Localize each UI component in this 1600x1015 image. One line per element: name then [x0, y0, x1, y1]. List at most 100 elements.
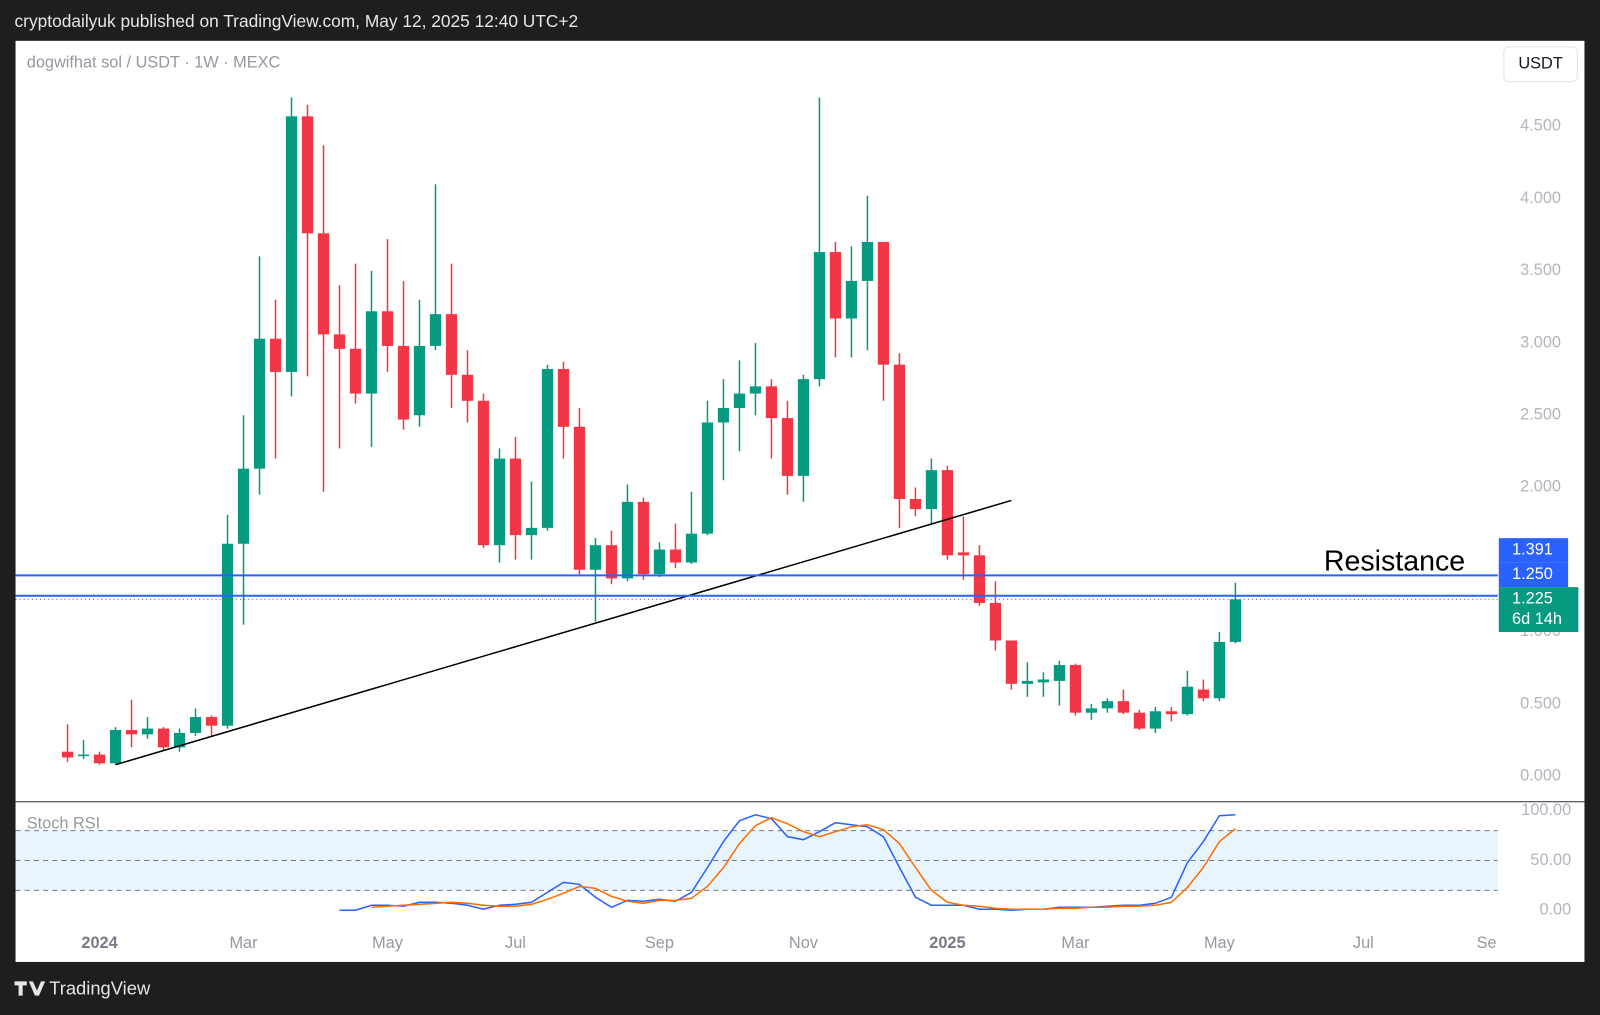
x-tick-label: 2025	[929, 934, 965, 952]
candle-body	[269, 338, 282, 372]
candle-body	[893, 364, 906, 499]
candle-body	[669, 549, 682, 563]
candle-body	[781, 418, 794, 476]
publish-info: cryptodailyuk published on TradingView.c…	[15, 11, 579, 31]
y-tick-label: 3.000	[1520, 333, 1561, 351]
candle-body	[1133, 712, 1146, 729]
candle-body	[941, 470, 954, 556]
candle-body	[381, 311, 394, 346]
candle-body	[413, 345, 426, 416]
y-tick-label: 2.500	[1520, 406, 1561, 424]
candle-body	[813, 252, 826, 380]
y-tick-label: 0.00	[1539, 901, 1571, 919]
candle-body	[621, 501, 634, 579]
y-tick-label: 0.000	[1520, 767, 1561, 785]
candle-body	[525, 527, 538, 536]
candle-body	[333, 334, 346, 349]
candle-body	[429, 314, 442, 346]
candle-body	[1181, 686, 1193, 715]
x-tick-label: Sep	[645, 934, 674, 952]
y-tick-label: 50.00	[1530, 851, 1571, 869]
y-tick-label: 4.000	[1520, 189, 1561, 207]
candle-body	[109, 730, 122, 764]
candle-body	[77, 754, 90, 757]
candle-body	[365, 311, 378, 394]
candle-body	[973, 555, 986, 603]
candle-body	[477, 400, 490, 546]
brand-logo	[14, 981, 46, 996]
y-tick-label: 3.500	[1520, 261, 1561, 279]
x-tick-label: May	[372, 934, 404, 952]
x-tick-label: Nov	[789, 934, 819, 952]
candle-body	[797, 379, 810, 476]
brand: TradingView	[14, 977, 151, 998]
candle-body	[573, 426, 586, 570]
x-tick-label: May	[1204, 934, 1236, 952]
candle-body	[205, 717, 218, 726]
candle-body	[989, 602, 1002, 641]
candle-body	[877, 241, 890, 365]
candle-body	[1165, 711, 1178, 715]
level-price-box	[1498, 538, 1569, 563]
candle-body	[1197, 689, 1209, 699]
currency-label[interactable]: USDT	[1518, 55, 1562, 73]
candle-body	[1149, 711, 1162, 729]
candle-body	[125, 730, 138, 735]
symbol-info: dogwifhat sol / USDT · 1W · MEXC	[27, 54, 281, 72]
candle-body	[845, 280, 858, 319]
y-tick-label: 4.500	[1520, 117, 1561, 135]
x-tick-label: Jul	[1353, 934, 1374, 952]
y-tick-label: 100.00	[1521, 801, 1571, 819]
candle-body	[701, 422, 714, 534]
level-price-box	[1498, 562, 1569, 588]
candle-body	[445, 314, 458, 375]
last-price-label: 1.225	[1512, 590, 1553, 608]
candle-body	[1085, 708, 1098, 713]
candle-body	[317, 233, 330, 335]
candle-body	[685, 533, 698, 563]
candle-body	[557, 369, 570, 427]
candle-body	[925, 470, 938, 510]
level-price-label: 1.250	[1512, 565, 1553, 583]
candle-body	[285, 116, 298, 372]
x-tick-label: Jul	[505, 934, 526, 952]
candle-body	[765, 386, 778, 419]
stoch-line	[371, 816, 1236, 910]
candle-body	[733, 393, 746, 409]
candle-body	[301, 116, 314, 234]
brand-name: TradingView	[49, 977, 151, 998]
candle-body	[221, 543, 234, 726]
candle-body	[253, 338, 266, 469]
candle-body	[397, 345, 410, 420]
x-tick-label: Se	[1477, 934, 1497, 952]
candle-body	[493, 458, 506, 546]
y-tick-label: 0.500	[1520, 694, 1561, 712]
candle-body	[957, 552, 970, 556]
candle-body	[717, 408, 730, 423]
chart-area	[15, 40, 1585, 962]
candle-body	[829, 252, 842, 319]
candle-body	[93, 754, 106, 764]
countdown-label: 6d 14h	[1512, 610, 1562, 628]
candle-body	[1021, 680, 1034, 684]
candle-body	[61, 751, 74, 758]
candle-body	[1069, 665, 1082, 713]
currency-button[interactable]	[1503, 46, 1578, 83]
candle-body	[1053, 665, 1066, 681]
candle-body	[189, 717, 202, 733]
candle-body	[589, 545, 602, 570]
candle-body	[1213, 641, 1225, 699]
last-price-box	[1498, 587, 1579, 632]
candle-body	[1229, 599, 1241, 642]
candle-body	[541, 369, 554, 528]
candle-body	[461, 374, 474, 401]
candle-body	[349, 348, 362, 394]
x-tick-label: Mar	[229, 934, 258, 952]
candle-body	[861, 241, 874, 281]
candle-body	[237, 468, 250, 544]
x-tick-label: Mar	[1061, 934, 1090, 952]
candle-body	[749, 386, 762, 394]
candle-body	[909, 498, 922, 510]
